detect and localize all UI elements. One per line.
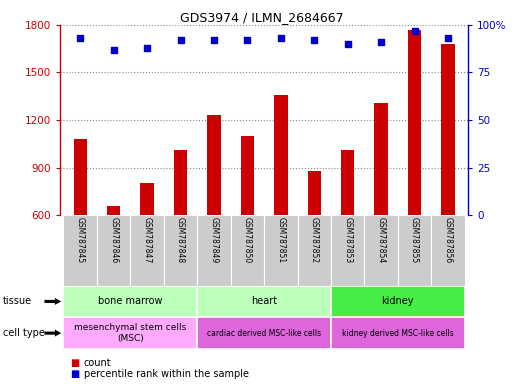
Text: GSM787852: GSM787852 [310, 217, 319, 263]
Text: count: count [84, 358, 111, 368]
Text: tissue: tissue [3, 296, 32, 306]
Text: GSM787849: GSM787849 [209, 217, 219, 263]
Bar [63, 286, 197, 317]
Bar [164, 215, 197, 286]
Text: GSM787845: GSM787845 [76, 217, 85, 263]
Text: kidney derived MSC-like cells: kidney derived MSC-like cells [342, 329, 454, 338]
Text: GDS3974 / ILMN_2684667: GDS3974 / ILMN_2684667 [180, 12, 343, 25]
Bar [231, 215, 264, 286]
Bar [241, 136, 254, 215]
Text: GSM787854: GSM787854 [377, 217, 385, 263]
Point [109, 46, 118, 53]
Point [411, 28, 419, 34]
Point [243, 37, 252, 43]
Bar [197, 317, 331, 349]
Bar [365, 215, 398, 286]
Text: GSM787856: GSM787856 [444, 217, 452, 263]
Bar [331, 317, 465, 349]
Point [277, 35, 285, 41]
Text: GSM787848: GSM787848 [176, 217, 185, 263]
Text: GSM787850: GSM787850 [243, 217, 252, 263]
Bar [308, 170, 321, 215]
Text: cell type: cell type [3, 328, 44, 338]
Text: percentile rank within the sample: percentile rank within the sample [84, 369, 248, 379]
Bar [331, 286, 465, 317]
Bar [298, 215, 331, 286]
Bar [97, 215, 130, 286]
Point [76, 35, 84, 41]
Text: GSM787853: GSM787853 [343, 217, 352, 263]
Point [310, 37, 319, 43]
Bar [140, 184, 154, 215]
Bar [197, 215, 231, 286]
Text: ■: ■ [71, 358, 80, 368]
Text: ■: ■ [71, 369, 80, 379]
Bar [63, 215, 97, 286]
Text: cardiac derived MSC-like cells: cardiac derived MSC-like cells [207, 329, 321, 338]
Bar [374, 103, 388, 215]
Bar [408, 30, 421, 215]
Bar [431, 215, 465, 286]
Point [344, 41, 352, 47]
Bar [197, 286, 331, 317]
Text: GSM787846: GSM787846 [109, 217, 118, 263]
Text: GSM787847: GSM787847 [143, 217, 152, 263]
Point [210, 37, 218, 43]
Bar [63, 317, 197, 349]
Text: kidney: kidney [382, 296, 414, 306]
Bar [174, 150, 187, 215]
Text: heart: heart [251, 296, 277, 306]
Text: GSM787855: GSM787855 [410, 217, 419, 263]
Bar [398, 215, 431, 286]
Bar [331, 215, 365, 286]
Text: GSM787851: GSM787851 [276, 217, 286, 263]
Bar [107, 205, 120, 215]
Bar [441, 44, 454, 215]
Bar [274, 94, 288, 215]
Text: bone marrow: bone marrow [98, 296, 163, 306]
Bar [207, 115, 221, 215]
Bar [130, 215, 164, 286]
Point [143, 45, 151, 51]
Text: mesenchymal stem cells
(MSC): mesenchymal stem cells (MSC) [74, 323, 187, 343]
Bar [341, 150, 355, 215]
Point [444, 35, 452, 41]
Bar [264, 215, 298, 286]
Bar [74, 139, 87, 215]
Point [377, 39, 385, 45]
Point [176, 37, 185, 43]
